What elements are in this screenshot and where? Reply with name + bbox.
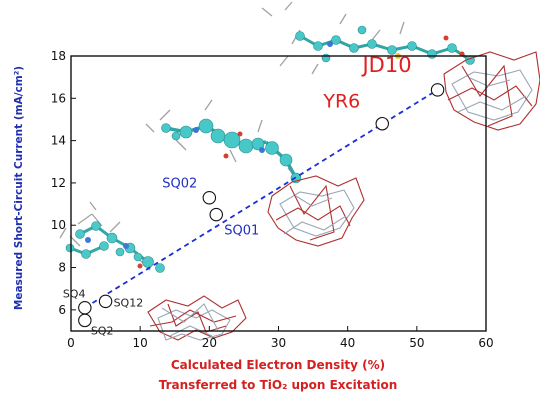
plot-frame — [70, 55, 487, 332]
y-tick-label: 18 — [51, 49, 66, 63]
x-tick-label: 60 — [478, 336, 493, 350]
label-jd10: JD10 — [360, 53, 411, 77]
y-tick-label: 10 — [51, 218, 66, 232]
x-axis-label-line-2: Transferred to TiO₂ upon Excitation — [159, 378, 398, 392]
point-sq01 — [209, 207, 224, 222]
molecule-illustrations — [59, 1, 540, 341]
x-tick-label: 50 — [409, 336, 424, 350]
y-tick-label: 16 — [51, 91, 66, 105]
label-sq2: SQ2 — [91, 324, 114, 337]
data-points — [78, 83, 445, 328]
axis-ticks: 0 10 20 30 40 50 60 6 8 10 12 14 16 18 — [51, 49, 494, 350]
x-tick-label: 10 — [133, 336, 148, 350]
x-axis-label-line-1: Calculated Electron Density (%) — [171, 358, 385, 372]
sq-dye-molecule-left — [59, 201, 165, 273]
tio2-cluster-right — [443, 51, 540, 131]
sq-dye-molecule-middle — [145, 99, 302, 184]
point-sq12 — [98, 294, 113, 309]
tio2-cluster-bottom — [147, 295, 247, 341]
y-tick-label: 8 — [58, 261, 66, 275]
y-tick-label: 14 — [51, 134, 66, 148]
tio2-cluster-middle — [267, 175, 365, 247]
label-sq01: SQ01 — [224, 224, 259, 239]
label-sq4: SQ4 — [63, 288, 86, 301]
x-tick-label: 20 — [202, 336, 217, 350]
label-sq02: SQ02 — [162, 177, 197, 192]
x-tick-label: 30 — [271, 336, 286, 350]
jd10-dye-molecule-top — [261, 1, 475, 75]
point-sq02 — [202, 190, 217, 205]
point-sq4 — [78, 300, 92, 315]
x-tick-label: 40 — [340, 336, 355, 350]
point-jd10 — [430, 83, 445, 97]
label-sq12: SQ12 — [114, 296, 144, 309]
label-yr6: YR6 — [322, 91, 360, 113]
point-sq2 — [78, 313, 92, 328]
y-tick-label: 6 — [58, 303, 66, 317]
y-axis-label: Measured Short-Circuit Current (mA/cm²) — [13, 66, 25, 310]
point-yr6 — [375, 116, 389, 131]
y-tick-label: 12 — [51, 176, 66, 190]
x-tick-label: 0 — [67, 336, 75, 350]
